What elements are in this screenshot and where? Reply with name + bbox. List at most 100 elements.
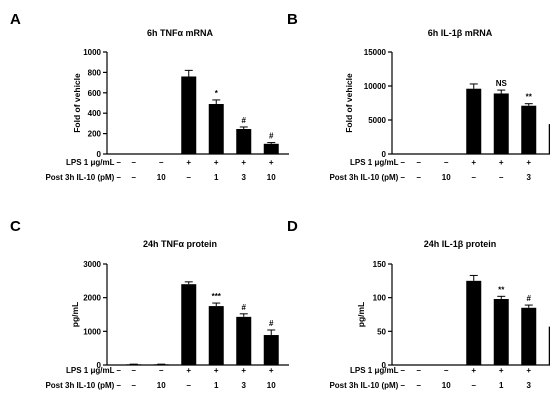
il10-condition: 3 bbox=[527, 381, 532, 390]
il10-condition: 3 bbox=[527, 173, 532, 182]
lps-condition: + bbox=[186, 366, 191, 375]
lps-condition: + bbox=[471, 158, 476, 167]
il10-condition: – bbox=[499, 173, 504, 182]
y-tick-label: 100 bbox=[373, 294, 387, 303]
y-tick-label: 0 bbox=[382, 150, 387, 159]
bar bbox=[466, 280, 482, 365]
row-label-lps: LPS 1 μg/mL – bbox=[350, 158, 406, 167]
lps-condition: – bbox=[444, 366, 449, 375]
chart-panel-a: A 6h TNFα mRNA Fold of vehicle 0 200 400 600 80… bbox=[10, 11, 289, 182]
y-tick-label: 1000 bbox=[83, 327, 101, 336]
lps-condition: – bbox=[417, 158, 422, 167]
significance-marker: NS bbox=[496, 79, 508, 88]
lps-condition: – bbox=[159, 366, 164, 375]
significance-marker: ** bbox=[526, 93, 533, 102]
il10-condition: – bbox=[417, 173, 422, 182]
y-tick-label: 15000 bbox=[364, 48, 387, 57]
y-axis-label: pg/mL bbox=[70, 302, 80, 328]
y-tick-label: 150 bbox=[373, 260, 387, 269]
lps-condition: + bbox=[526, 366, 531, 375]
il10-condition: 10 bbox=[267, 381, 276, 390]
bar bbox=[263, 335, 279, 365]
lps-condition: – bbox=[159, 158, 164, 167]
bar bbox=[126, 364, 142, 365]
y-tick-label: 0 bbox=[97, 150, 102, 159]
row-label-lps: LPS 1 μg/mL – bbox=[66, 366, 122, 375]
y-tick-label: 3000 bbox=[83, 260, 101, 269]
panel-letter: C bbox=[10, 218, 21, 235]
significance-marker: # bbox=[242, 303, 247, 312]
bar bbox=[521, 105, 537, 154]
row-label-il10: Post 3h IL-10 (pM) – bbox=[329, 381, 405, 390]
y-tick-label: 800 bbox=[88, 68, 102, 77]
lps-condition: + bbox=[214, 366, 219, 375]
lps-condition: + bbox=[186, 158, 191, 167]
y-axis-label: pg/mL bbox=[356, 302, 366, 328]
row-label-il10: Post 3h IL-10 (pM) – bbox=[45, 381, 121, 390]
il10-condition: 10 bbox=[157, 173, 166, 182]
il10-condition: – bbox=[472, 173, 477, 182]
lps-condition: + bbox=[471, 366, 476, 375]
bar bbox=[493, 93, 509, 154]
y-tick-label: 10000 bbox=[364, 82, 387, 91]
lps-condition: – bbox=[417, 366, 422, 375]
lps-condition: – bbox=[132, 366, 137, 375]
y-tick-label: 50 bbox=[377, 327, 386, 336]
panel-letter: D bbox=[287, 218, 298, 235]
y-tick-label: 400 bbox=[88, 109, 102, 118]
lps-condition: + bbox=[241, 158, 246, 167]
il10-condition: – bbox=[472, 381, 477, 390]
y-tick-label: 600 bbox=[88, 89, 102, 98]
panel-letter: A bbox=[10, 11, 21, 28]
bar bbox=[181, 284, 197, 365]
significance-marker: # bbox=[269, 319, 274, 328]
y-axis-label: Fold of vehicle bbox=[72, 73, 82, 133]
lps-condition: – bbox=[444, 158, 449, 167]
bar bbox=[153, 364, 169, 365]
chart-title: 24h IL-1β protein bbox=[424, 239, 497, 249]
chart-panel-b: B 6h IL-1β mRNA Fold of vehicle 0 5000 10000 1… bbox=[287, 11, 550, 182]
chart-panel-d: D 24h IL-1β protein pg/mL 0 50 100 150 – – – 10 + – *… bbox=[287, 218, 550, 390]
significance-marker: # bbox=[269, 132, 274, 141]
significance-marker: *** bbox=[212, 292, 222, 301]
row-label-il10: Post 3h IL-10 (pM) – bbox=[329, 173, 405, 182]
bar bbox=[208, 306, 224, 365]
bar bbox=[236, 129, 252, 154]
y-tick-label: 0 bbox=[382, 361, 387, 370]
lps-condition: + bbox=[241, 366, 246, 375]
significance-marker: * bbox=[215, 89, 219, 98]
significance-marker: ** bbox=[498, 285, 505, 294]
row-label-il10: Post 3h IL-10 (pM) – bbox=[45, 173, 121, 182]
significance-marker: # bbox=[242, 116, 247, 125]
y-tick-label: 200 bbox=[88, 130, 102, 139]
il10-condition: 1 bbox=[214, 381, 219, 390]
bar bbox=[521, 307, 537, 365]
y-tick-label: 2000 bbox=[83, 294, 101, 303]
il10-condition: – bbox=[132, 173, 137, 182]
il10-condition: – bbox=[417, 381, 422, 390]
bar bbox=[208, 104, 224, 154]
il10-condition: 10 bbox=[442, 173, 451, 182]
bar bbox=[263, 143, 279, 154]
il10-condition: 3 bbox=[242, 173, 247, 182]
il10-condition: 10 bbox=[157, 381, 166, 390]
bar bbox=[548, 326, 550, 365]
y-axis-label: Fold of vehicle bbox=[344, 73, 354, 133]
bar bbox=[493, 299, 509, 365]
bar bbox=[466, 88, 482, 154]
panel-letter: B bbox=[287, 11, 298, 28]
chart-panel-c: C 24h TNFα protein pg/mL 0 1000 2000 3000 – – – 10… bbox=[10, 218, 289, 390]
lps-condition: + bbox=[269, 366, 274, 375]
il10-condition: 10 bbox=[442, 381, 451, 390]
il10-condition: 1 bbox=[499, 381, 504, 390]
bar bbox=[236, 316, 252, 365]
il10-condition: – bbox=[187, 381, 192, 390]
lps-condition: + bbox=[269, 158, 274, 167]
y-tick-label: 5000 bbox=[368, 116, 386, 125]
bar bbox=[181, 76, 197, 154]
lps-condition: + bbox=[214, 158, 219, 167]
il10-condition: – bbox=[132, 381, 137, 390]
chart-title: 24h TNFα protein bbox=[143, 239, 217, 249]
y-tick-label: 0 bbox=[97, 361, 102, 370]
